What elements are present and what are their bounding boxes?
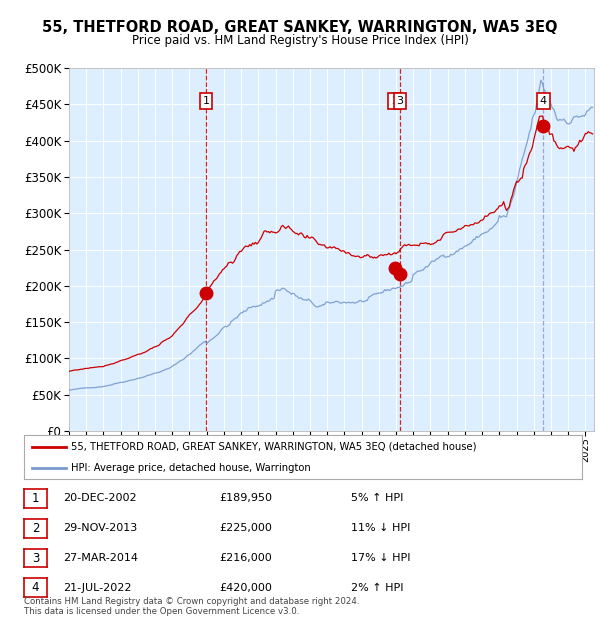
Text: 2: 2 — [32, 522, 39, 534]
Text: 1: 1 — [203, 96, 209, 106]
Text: 27-MAR-2014: 27-MAR-2014 — [63, 553, 138, 563]
Text: £216,000: £216,000 — [219, 553, 272, 563]
Text: 4: 4 — [32, 582, 39, 594]
Text: 17% ↓ HPI: 17% ↓ HPI — [351, 553, 410, 563]
Text: HPI: Average price, detached house, Warrington: HPI: Average price, detached house, Warr… — [71, 463, 311, 473]
Text: 20-DEC-2002: 20-DEC-2002 — [63, 494, 137, 503]
Text: 55, THETFORD ROAD, GREAT SANKEY, WARRINGTON, WA5 3EQ: 55, THETFORD ROAD, GREAT SANKEY, WARRING… — [42, 20, 558, 35]
Text: 5% ↑ HPI: 5% ↑ HPI — [351, 494, 403, 503]
Text: Contains HM Land Registry data © Crown copyright and database right 2024.: Contains HM Land Registry data © Crown c… — [24, 597, 359, 606]
Text: 1: 1 — [32, 492, 39, 505]
Text: 11% ↓ HPI: 11% ↓ HPI — [351, 523, 410, 533]
Text: £420,000: £420,000 — [219, 583, 272, 593]
Text: Price paid vs. HM Land Registry's House Price Index (HPI): Price paid vs. HM Land Registry's House … — [131, 34, 469, 47]
Text: 2% ↑ HPI: 2% ↑ HPI — [351, 583, 404, 593]
Text: £225,000: £225,000 — [219, 523, 272, 533]
Text: 55, THETFORD ROAD, GREAT SANKEY, WARRINGTON, WA5 3EQ (detached house): 55, THETFORD ROAD, GREAT SANKEY, WARRING… — [71, 442, 477, 452]
Text: This data is licensed under the Open Government Licence v3.0.: This data is licensed under the Open Gov… — [24, 606, 299, 616]
Text: 2: 2 — [391, 96, 398, 106]
Text: £189,950: £189,950 — [219, 494, 272, 503]
Text: 21-JUL-2022: 21-JUL-2022 — [63, 583, 131, 593]
Text: 3: 3 — [32, 552, 39, 564]
Text: 29-NOV-2013: 29-NOV-2013 — [63, 523, 137, 533]
Text: 3: 3 — [397, 96, 404, 106]
Text: 4: 4 — [539, 96, 547, 106]
